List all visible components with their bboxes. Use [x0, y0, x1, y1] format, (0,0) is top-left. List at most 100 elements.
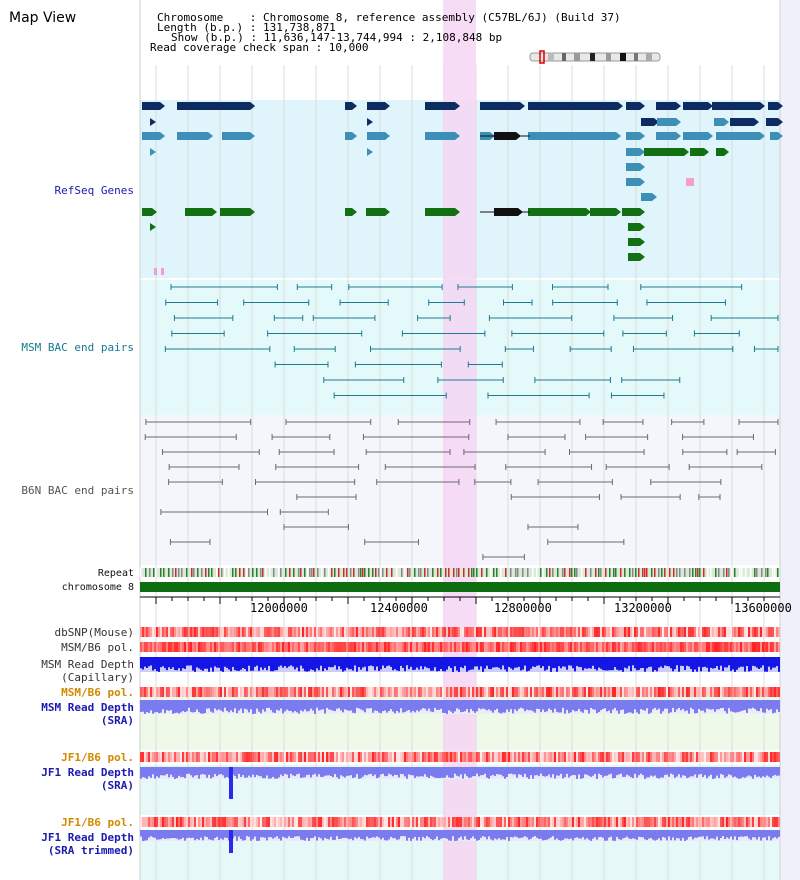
heat-cell: [328, 627, 330, 637]
depth-bar: [582, 700, 584, 713]
heat-cell: [176, 817, 178, 827]
heat-cell: [142, 642, 144, 652]
depth-bar: [380, 830, 382, 840]
heat-cell: [440, 627, 442, 637]
repeat-element: [679, 568, 681, 577]
depth-bar: [698, 700, 700, 710]
heat-cell: [296, 687, 298, 697]
heat-cell: [658, 642, 660, 652]
heat-cell: [266, 687, 268, 697]
depth-bar: [550, 830, 552, 838]
heat-cell: [312, 642, 314, 652]
heat-cell: [564, 817, 566, 827]
heat-cell: [572, 817, 574, 827]
depth-bar: [534, 767, 536, 776]
heat-cell: [374, 752, 376, 762]
depth-bar: [468, 830, 470, 841]
heat-cell: [340, 642, 342, 652]
depth-bar: [254, 700, 256, 714]
heat-cell: [754, 687, 756, 697]
heat-cell: [196, 687, 198, 697]
ideogram-band: [634, 53, 638, 61]
heat-cell: [720, 752, 722, 762]
heat-cell: [180, 642, 182, 652]
heat-cell: [664, 752, 666, 762]
heat-cell: [524, 627, 526, 637]
track-label-msm-bac[interactable]: MSM BAC end pairs: [21, 341, 134, 354]
depth-bar: [140, 830, 142, 837]
depth-bar: [694, 700, 696, 714]
repeat-element: [644, 568, 646, 577]
depth-bar: [306, 830, 308, 838]
heat-cell: [188, 627, 190, 637]
heat-cell: [662, 642, 664, 652]
heat-cell: [436, 752, 438, 762]
heat-cell: [230, 752, 232, 762]
repeat-element: [448, 568, 450, 577]
repeat-element: [481, 568, 483, 577]
depth-bar: [490, 657, 492, 670]
depth-bar: [684, 767, 686, 776]
heat-cell: [614, 627, 616, 637]
depth-bar: [234, 657, 236, 671]
depth-bar: [680, 767, 682, 778]
heat-cell: [752, 642, 754, 652]
track-label-refseq-genes[interactable]: RefSeq Genes: [54, 184, 134, 197]
gene-block: [177, 102, 250, 110]
heat-cell: [778, 817, 780, 827]
gene-block: [622, 208, 640, 216]
heat-cell: [350, 687, 352, 697]
depth-bar: [368, 657, 370, 667]
heat-cell: [194, 817, 196, 827]
heat-cell: [156, 627, 158, 637]
depth-bar: [514, 830, 516, 837]
heat-cell: [592, 642, 594, 652]
heat-cell: [276, 642, 278, 652]
depth-bar: [588, 767, 590, 776]
depth-bar: [606, 767, 608, 776]
heat-cell: [384, 752, 386, 762]
depth-bar: [454, 657, 456, 667]
heat-cell: [348, 752, 350, 762]
depth-bar: [488, 657, 490, 670]
heat-cell: [212, 627, 214, 637]
heat-cell: [286, 752, 288, 762]
heat-cell: [344, 687, 346, 697]
depth-bar: [158, 657, 160, 672]
depth-bar: [778, 657, 780, 672]
track-label-b6n-bac[interactable]: B6N BAC end pairs: [21, 484, 134, 497]
heat-cell: [478, 817, 480, 827]
gene-block: [730, 118, 754, 126]
depth-bar: [238, 700, 240, 711]
heat-cell: [150, 627, 152, 637]
depth-bar: [688, 657, 690, 667]
depth-bar: [714, 657, 716, 669]
repeat-element: [414, 568, 416, 577]
depth-bar: [602, 657, 604, 671]
heat-cell: [426, 817, 428, 827]
gene-block: [770, 132, 778, 140]
heat-cell: [508, 627, 510, 637]
heat-cell: [478, 687, 480, 697]
depth-bar: [388, 657, 390, 666]
heat-cell: [464, 817, 466, 827]
heat-cell: [706, 627, 708, 637]
heat-cell: [232, 642, 234, 652]
heat-cell: [488, 752, 490, 762]
depth-bar: [382, 700, 384, 712]
heat-cell: [160, 752, 162, 762]
depth-bar: [492, 657, 494, 668]
heat-cell: [338, 627, 340, 637]
depth-bar: [772, 700, 774, 714]
heat-cell: [582, 752, 584, 762]
heat-cell: [158, 642, 160, 652]
depth-bar: [144, 657, 146, 667]
depth-bar: [590, 830, 592, 841]
heat-cell: [706, 642, 708, 652]
depth-bar: [634, 700, 636, 710]
heat-cell: [510, 817, 512, 827]
heat-cell: [384, 642, 386, 652]
heat-cell: [656, 687, 658, 697]
repeat-element: [532, 568, 534, 577]
